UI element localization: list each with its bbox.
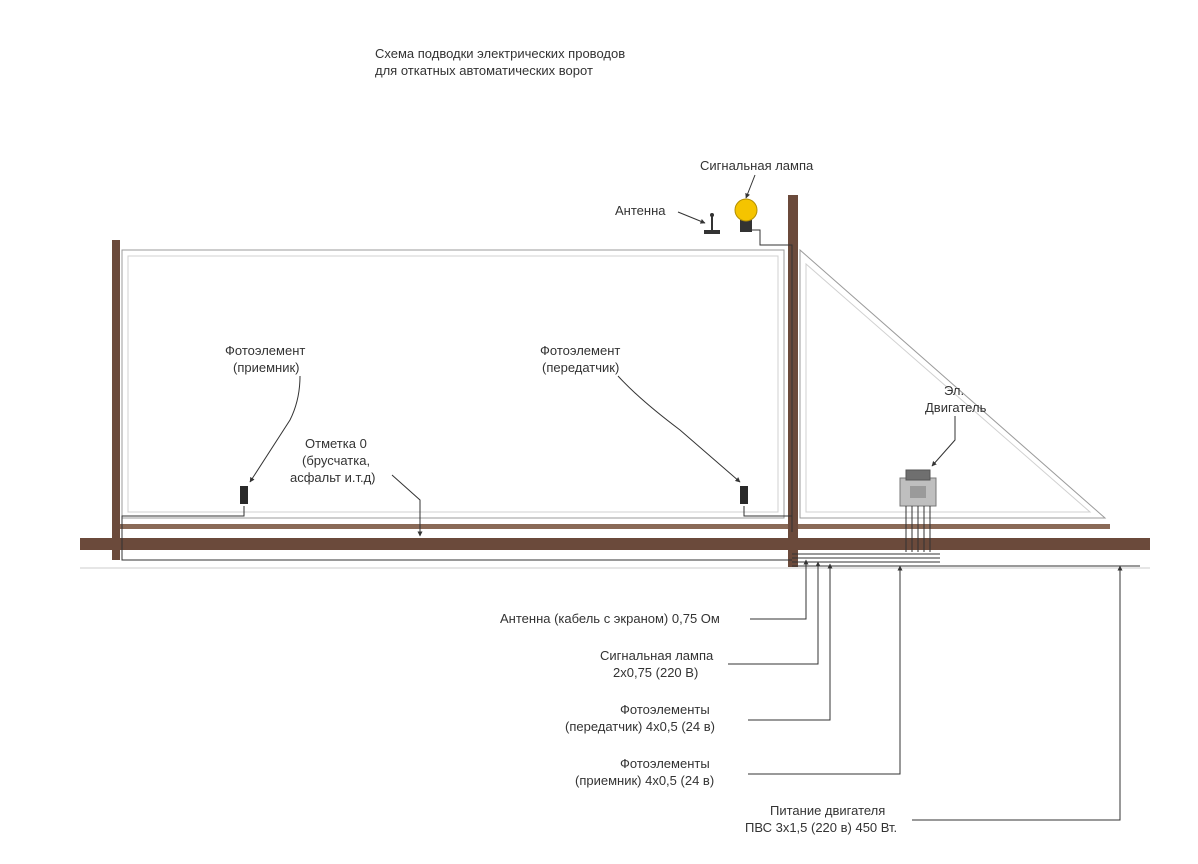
label-motor-2: Двигатель	[925, 400, 987, 415]
label-bottom-tx-2: (передатчик) 4х0,5 (24 в)	[565, 719, 715, 734]
wire-lamp-to-post	[746, 230, 792, 532]
post-left	[112, 240, 120, 560]
ground-strip	[80, 538, 1150, 550]
wires	[122, 230, 1140, 566]
label-photocell-rx-1: Фотоэлемент	[225, 343, 305, 358]
wire-tx-to-post	[744, 506, 792, 516]
leader-bottom-rx	[748, 566, 900, 774]
photocell-receiver	[240, 486, 248, 504]
label-photocell-rx-2: (приемник)	[233, 360, 300, 375]
wiring-diagram: Схема подводки электрических проводов дл…	[0, 0, 1198, 864]
label-zero-2: (брусчатка,	[302, 453, 370, 468]
leader-bottom-antenna	[750, 560, 806, 619]
photocell-transmitter	[740, 486, 748, 504]
antenna-icon	[704, 213, 720, 234]
diagram-title-line2: для откатных автоматических ворот	[375, 63, 593, 78]
label-bottom-rx-2: (приемник) 4х0,5 (24 в)	[575, 773, 714, 788]
leader-antenna	[678, 212, 705, 223]
label-bottom-tx-1: Фотоэлементы	[620, 702, 710, 717]
signal-lamp-icon	[735, 199, 757, 221]
gate-rail	[118, 524, 1110, 529]
wire-rx-underground	[122, 506, 792, 560]
motor-icon	[900, 470, 936, 506]
label-bottom-lamp-1: Сигнальная лампа	[600, 648, 714, 663]
label-bottom-antenna: Антенна (кабель с экраном) 0,75 Ом	[500, 611, 720, 626]
label-zero-3: асфальт и.т.д)	[290, 470, 375, 485]
leader-bottom-lamp	[728, 562, 818, 664]
leader-tx	[618, 376, 740, 482]
leader-lamp	[746, 175, 755, 198]
label-bottom-rx-1: Фотоэлементы	[620, 756, 710, 771]
label-signal-lamp-top: Сигнальная лампа	[700, 158, 814, 173]
post-right	[788, 195, 798, 567]
label-zero-1: Отметка 0	[305, 436, 367, 451]
label-bottom-power-2: ПВС 3х1,5 (220 в) 450 Вт.	[745, 820, 897, 835]
gate-panel	[122, 250, 784, 518]
label-antenna-top: Антенна	[615, 203, 666, 218]
leader-motor	[932, 416, 955, 466]
label-motor-1: Эл.	[944, 383, 964, 398]
label-photocell-tx-2: (передатчик)	[542, 360, 619, 375]
label-bottom-lamp-2: 2х0,75 (220 В)	[613, 665, 698, 680]
diagram-title-line1: Схема подводки электрических проводов	[375, 46, 625, 61]
gate-panel-inner	[128, 256, 778, 512]
leader-rx	[250, 376, 300, 482]
label-photocell-tx-1: Фотоэлемент	[540, 343, 620, 358]
label-bottom-power-1: Питание двигателя	[770, 803, 885, 818]
leader-bottom-power	[912, 566, 1120, 820]
